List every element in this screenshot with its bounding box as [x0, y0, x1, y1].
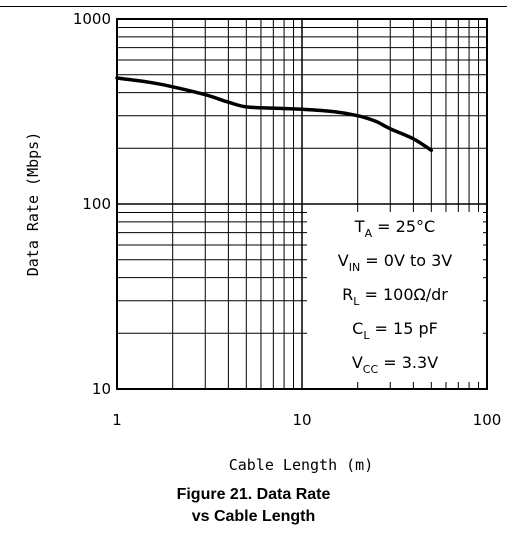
plot-frame [116, 18, 488, 390]
condition-line: TA = 25°C [354, 217, 435, 240]
y-axis-label: Data Rate (Mbps) [24, 132, 42, 277]
condition-line: VCC = 3.3V [352, 353, 438, 376]
chart-grid [117, 19, 487, 389]
x-axis-label: Cable Length (m) [229, 456, 374, 474]
x-tick-label: 10 [292, 411, 311, 429]
condition-line: VIN = 0V to 3V [338, 251, 453, 274]
y-tick-label: 1000 [73, 10, 111, 28]
y-tick-label: 10 [92, 380, 111, 398]
condition-line: CL = 15 pF [352, 319, 438, 342]
data-rate-curve [115, 76, 434, 153]
figure-caption-line-1: Figure 21. Data Rate [176, 486, 331, 503]
conditions-box [307, 212, 483, 382]
figure-caption-line-2: vs Cable Length [191, 508, 316, 525]
condition-line: RL = 100Ω/dr [342, 285, 448, 308]
x-tick-label: 100 [473, 411, 502, 429]
conditions-text: TA = 25°C VIN = 0V to 3V RL = 100Ω/dr CL = … [338, 217, 453, 376]
top-rule [0, 6, 507, 7]
x-tick-label: 1 [112, 411, 122, 429]
series-group [115, 76, 434, 153]
y-tick-label: 100 [82, 195, 111, 213]
